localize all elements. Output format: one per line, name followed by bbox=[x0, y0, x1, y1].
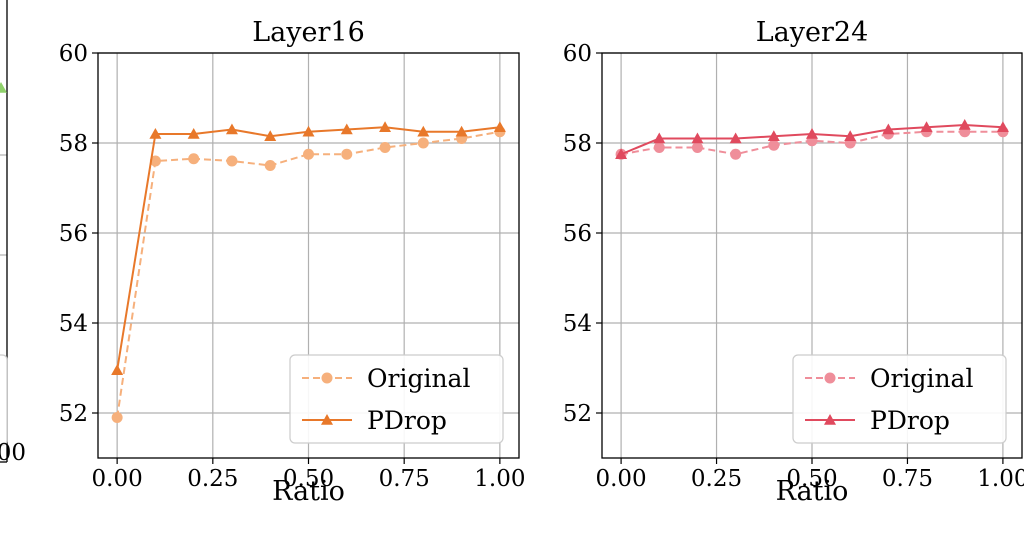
data-point-pdrop bbox=[264, 130, 277, 142]
data-point-original bbox=[768, 139, 780, 151]
data-point-original bbox=[226, 155, 238, 167]
data-point-pdrop bbox=[455, 125, 468, 137]
data-point-pdrop bbox=[691, 132, 704, 144]
x-tick-label: 1.00 bbox=[474, 466, 525, 492]
chart-title: Layer24 bbox=[756, 17, 869, 48]
data-point-pdrop bbox=[958, 119, 971, 130]
x-axis-label: Ratio bbox=[272, 476, 345, 507]
y-tick-label: 56 bbox=[563, 221, 592, 247]
data-point-pdrop bbox=[302, 125, 315, 137]
chart-panel-layer16: 0.00 0.25 0.50 0.75 1.00 52 54 56 58 60 Layer16 Rat… bbox=[59, 17, 526, 507]
data-point-pdrop bbox=[187, 128, 200, 139]
y-tick-label: 54 bbox=[59, 311, 88, 337]
chart-panel-layer24: 0.00 0.25 0.50 0.75 1.00 52 54 56 58 60 Layer24 Rat… bbox=[563, 17, 1024, 507]
data-point-original bbox=[691, 142, 703, 153]
y-tick-label: 60 bbox=[563, 41, 592, 67]
data-point-pdrop bbox=[653, 132, 666, 144]
data-point-pdrop bbox=[149, 128, 162, 139]
data-point-pdrop bbox=[844, 130, 857, 142]
data-point-original bbox=[111, 412, 123, 423]
data-marker bbox=[0, 82, 7, 93]
data-point-pdrop bbox=[340, 123, 353, 135]
data-point-pdrop bbox=[493, 121, 506, 133]
legend-label-original: Original bbox=[870, 364, 973, 393]
legend-label-pdrop: PDrop bbox=[870, 406, 950, 435]
legend: Original PDrop bbox=[289, 354, 504, 444]
data-point-pdrop bbox=[417, 125, 430, 137]
chart-title: Layer16 bbox=[252, 17, 365, 48]
data-point-original bbox=[149, 155, 161, 167]
y-tick-label: 60 bbox=[59, 41, 88, 67]
data-point-pdrop bbox=[225, 123, 238, 135]
x-tick-label: 0.75 bbox=[882, 466, 933, 492]
axes-frame bbox=[97, 52, 520, 459]
data-point-original bbox=[653, 142, 665, 153]
data-point-original bbox=[303, 148, 314, 160]
axes-frame bbox=[601, 52, 1023, 459]
legend-box-partial bbox=[0, 354, 8, 446]
data-point-pdrop bbox=[806, 128, 818, 139]
y-tick-label: 58 bbox=[59, 131, 88, 157]
data-point-pdrop bbox=[767, 130, 780, 142]
data-point-pdrop bbox=[615, 148, 628, 160]
data-point-original bbox=[379, 142, 391, 153]
x-tick-label: 0.50 bbox=[786, 466, 837, 492]
x-axis-label: Ratio bbox=[776, 476, 849, 507]
legend-marker-pdrop bbox=[321, 414, 333, 425]
data-point-pdrop bbox=[920, 121, 933, 133]
x-tick-label: 0.00 bbox=[92, 466, 143, 492]
data-point-original bbox=[341, 148, 353, 160]
data-point-pdrop bbox=[729, 132, 742, 144]
data-point-pdrop bbox=[996, 121, 1009, 133]
legend-marker-original bbox=[321, 372, 333, 384]
x-tick-label: 0.75 bbox=[379, 466, 430, 492]
series-line-original bbox=[116, 130, 501, 418]
data-point-pdrop bbox=[111, 364, 124, 376]
legend: Original PDrop bbox=[792, 354, 1007, 444]
data-point-original bbox=[188, 153, 200, 165]
legend-label-pdrop: PDrop bbox=[367, 406, 447, 435]
x-tick-label: 1.00 bbox=[977, 466, 1024, 492]
x-tick-label: 0.25 bbox=[691, 466, 742, 492]
legend-marker-pdrop bbox=[824, 414, 836, 425]
data-point-original bbox=[264, 160, 276, 171]
data-point-original bbox=[417, 137, 429, 149]
y-tick-label: 56 bbox=[59, 221, 88, 247]
legend-marker-original bbox=[824, 372, 836, 384]
x-tick-label: 00 bbox=[0, 440, 26, 466]
data-point-pdrop bbox=[882, 123, 895, 135]
y-tick-label: 58 bbox=[563, 131, 592, 157]
x-tick-label: 0.00 bbox=[595, 466, 646, 492]
y-tick-label: 52 bbox=[59, 401, 88, 427]
legend-label-original: Original bbox=[367, 364, 470, 393]
partial-panel-0: 00 bbox=[0, 0, 26, 466]
x-tick-label: 0.25 bbox=[187, 466, 238, 492]
y-tick-label: 52 bbox=[563, 401, 592, 427]
y-tick-label: 54 bbox=[563, 311, 592, 337]
data-point-original bbox=[730, 148, 742, 160]
data-point-pdrop bbox=[379, 121, 392, 133]
x-tick-label: 0.50 bbox=[283, 466, 334, 492]
